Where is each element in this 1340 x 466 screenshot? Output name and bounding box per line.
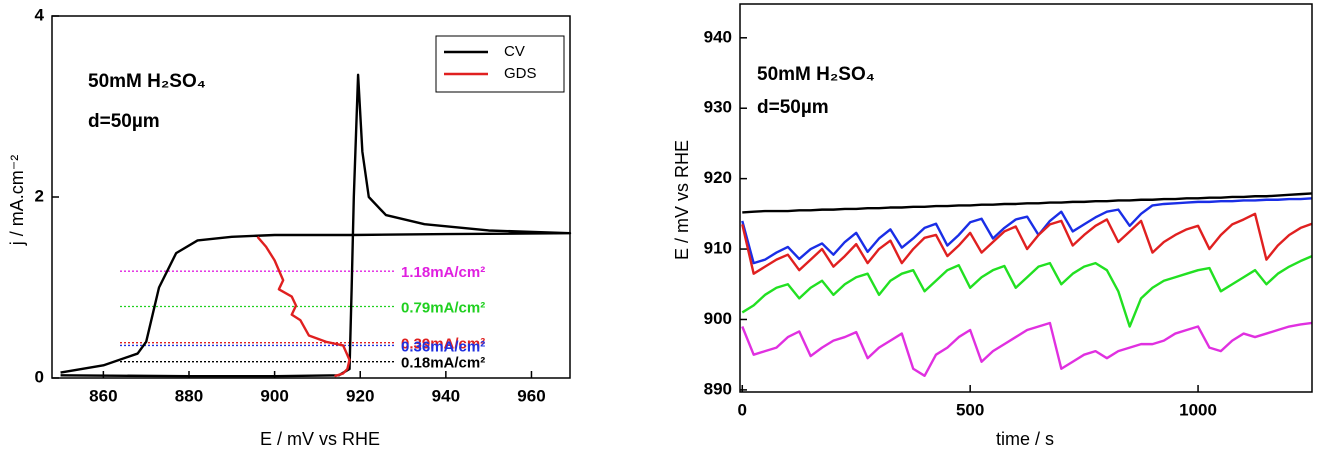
plot-frame <box>51 15 571 379</box>
annotation: d=50µm <box>88 111 160 132</box>
series-line <box>741 321 1313 377</box>
reference-label: 0.36mA/cm² <box>401 338 485 355</box>
series-line <box>741 212 1313 275</box>
y-tick-label: 920 <box>704 168 732 187</box>
y-tick-label: 940 <box>704 27 732 46</box>
panel: 860 880 900 920 940 960 0 2 4 1.18mA/cm² 0.79mA/cm… <box>7 5 572 449</box>
x-tick-label: 920 <box>346 386 374 405</box>
x-tick-label: 940 <box>432 386 460 405</box>
reference-label: 1.18mA/cm² <box>401 264 485 281</box>
legend-label: GDS <box>504 65 537 82</box>
series-line <box>741 197 1313 265</box>
annotation: 50mM H₂SO₄ <box>88 71 206 92</box>
series-line <box>60 73 572 378</box>
x-tick-label: 860 <box>89 386 117 405</box>
y-tick-label: 910 <box>704 239 732 258</box>
reference-label: 0.79mA/cm² <box>401 299 485 316</box>
x-tick-label: 500 <box>956 400 984 419</box>
series-line <box>742 192 1313 214</box>
y-tick-label: 900 <box>704 309 732 328</box>
x-tick-label: 880 <box>175 386 203 405</box>
y-tick-label: 2 <box>35 186 44 205</box>
x-tick-label: 900 <box>260 386 288 405</box>
y-axis-label: E / mV vs RHE <box>672 140 692 260</box>
annotation: d=50µm <box>757 97 829 118</box>
y-axis-label: j / mA.cm⁻² <box>7 155 27 247</box>
legend-box <box>435 35 565 93</box>
x-tick-label: 1000 <box>1179 400 1217 419</box>
x-tick-label: 0 <box>738 400 747 419</box>
y-tick-label: 890 <box>704 379 732 398</box>
annotation: 50mM H₂SO₄ <box>757 64 875 85</box>
plot-frame <box>739 3 1313 393</box>
reference-label: 0.39mA/cm² <box>401 336 485 353</box>
x-tick-label: 960 <box>517 386 545 405</box>
panel: 0 500 1000 890 900 910 920 930 940 50mM H₂SO₄ d=50… <box>672 3 1313 449</box>
y-tick-label: 4 <box>35 5 45 24</box>
x-axis-label: time / s <box>996 429 1054 449</box>
y-tick-label: 0 <box>35 367 44 386</box>
series-line <box>256 236 351 378</box>
y-tick-label: 930 <box>704 98 732 117</box>
reference-label: 0.18mA/cm² <box>401 355 485 372</box>
legend-label: CV <box>504 43 525 60</box>
x-axis-label: E / mV vs RHE <box>260 429 380 449</box>
series-line <box>741 254 1313 328</box>
